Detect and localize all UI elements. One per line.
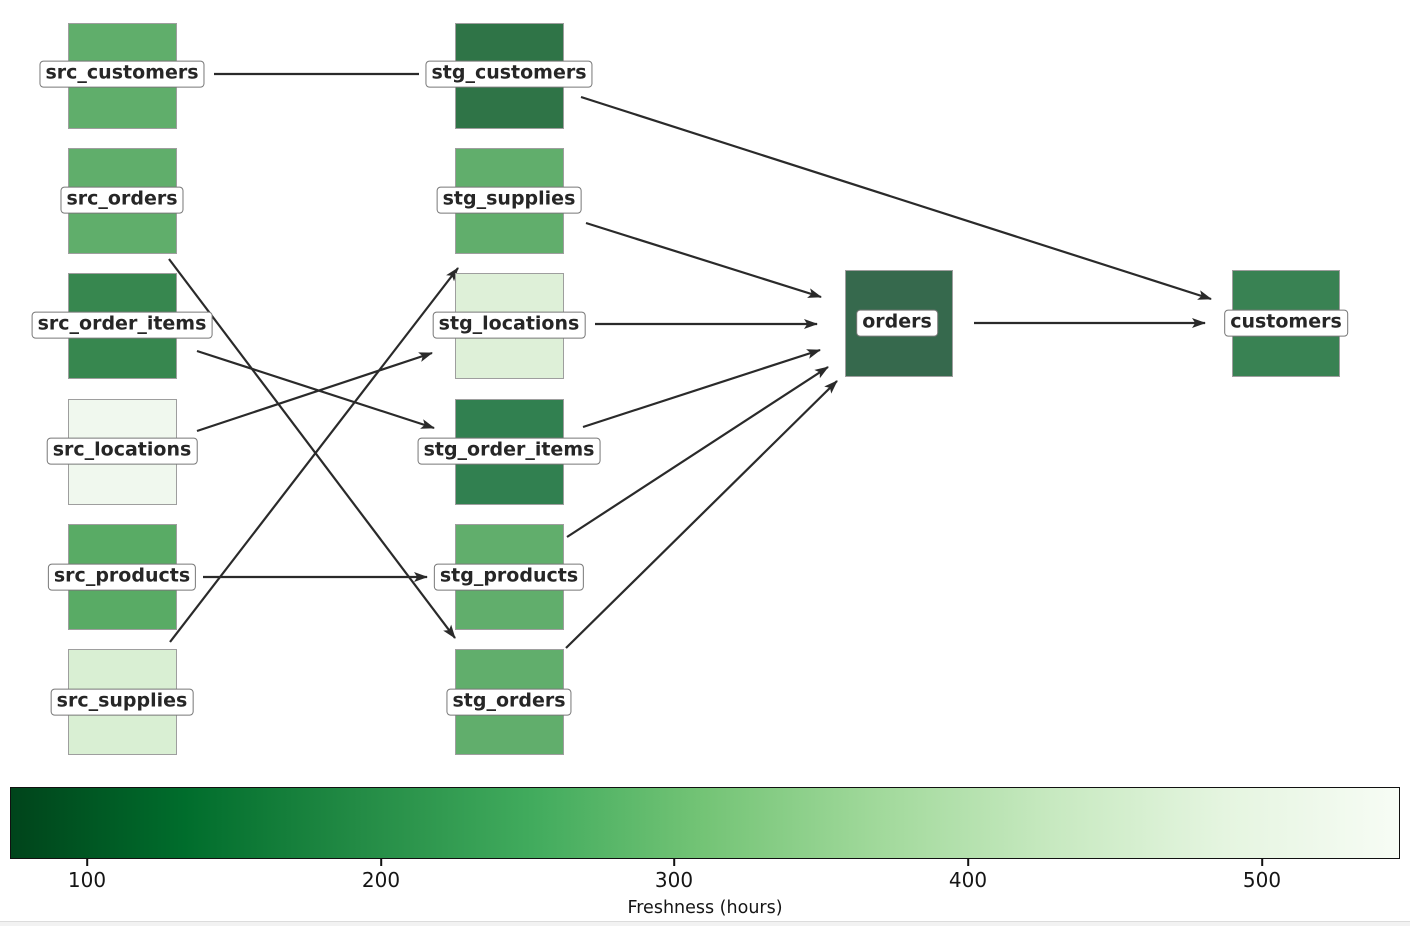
edge-src_supplies-to-stg_supplies (169, 267, 459, 643)
colorbar-ticklabel-400: 400 (948, 868, 988, 892)
colorbar-ticklabel-300: 300 (654, 868, 694, 892)
node-label-src_locations: src_locations (46, 437, 198, 465)
edge-stg_customers-to-customers (580, 95, 1212, 301)
node-label-src_order_items: src_order_items (31, 311, 213, 339)
edge-src_orders-to-stg_orders (168, 258, 456, 639)
colorbar-tick-200 (380, 859, 382, 866)
node-label-stg_order_items: stg_order_items (417, 437, 601, 465)
node-label-stg_locations: stg_locations (432, 311, 586, 339)
edge-stg_products-to-orders (566, 366, 829, 538)
colorbar-ticklabel-100: 100 (67, 868, 107, 892)
node-label-src_supplies: src_supplies (50, 688, 194, 716)
colorbar-tick-300 (673, 859, 675, 866)
node-label-orders: orders (856, 309, 938, 337)
node-label-src_orders: src_orders (60, 186, 184, 214)
node-label-stg_orders: stg_orders (446, 688, 572, 716)
node-label-stg_supplies: stg_supplies (436, 186, 582, 214)
node-label-stg_products: stg_products (433, 563, 585, 591)
edge-stg_orders-to-orders (565, 380, 838, 649)
colorbar-tick-500 (1261, 859, 1263, 866)
node-label-stg_customers: stg_customers (425, 60, 593, 88)
edge-src_locations-to-stg_locations (196, 351, 433, 433)
figure-bottom-edge (0, 921, 1410, 926)
edge-stg_order_items-to-orders (582, 348, 821, 429)
colorbar-ticklabel-500: 500 (1242, 868, 1282, 892)
freshness-colorbar (10, 787, 1400, 859)
edge-src_order_items-to-stg_order_items (196, 349, 435, 430)
node-label-src_customers: src_customers (39, 60, 205, 88)
colorbar-tick-100 (86, 859, 88, 866)
colorbar-tick-400 (967, 859, 969, 866)
node-label-customers: customers (1224, 309, 1348, 337)
colorbar-ticklabel-200: 200 (361, 868, 401, 892)
node-label-src_products: src_products (47, 563, 197, 591)
edge-stg_supplies-to-orders (585, 221, 822, 299)
colorbar-axis-label: Freshness (hours) (627, 898, 783, 918)
